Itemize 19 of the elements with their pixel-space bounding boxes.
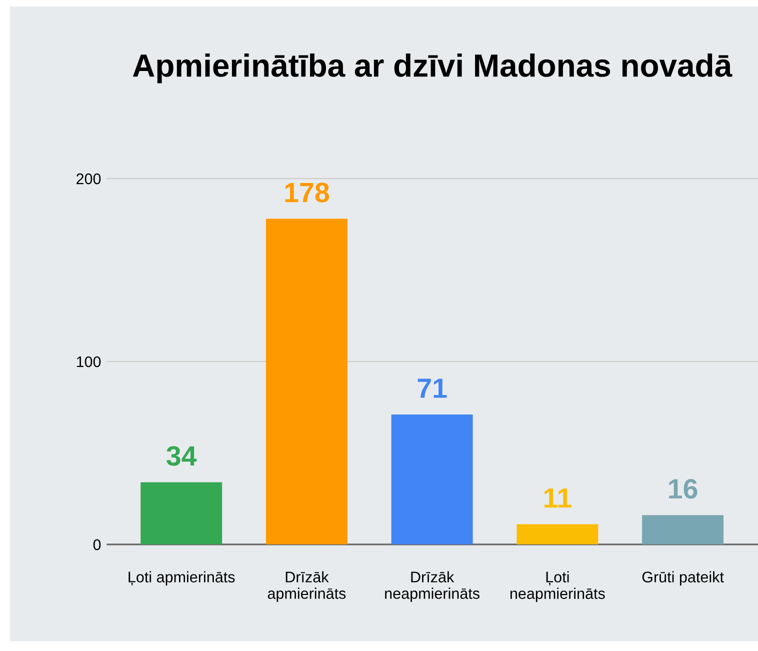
x-tick-label: Grūti pateikt [642, 571, 724, 586]
data-label: 71 [418, 378, 447, 398]
y-tick-label: 0 [93, 539, 101, 550]
chart-title: Apmierinātība ar dzīvi Madonas novadā [132, 53, 732, 84]
y-tick-label: 100 [76, 356, 101, 368]
data-label: 16 [669, 479, 698, 499]
data-label: 11 [544, 488, 572, 508]
data-label: 178 [285, 182, 330, 202]
bar [391, 414, 473, 544]
bar [266, 218, 348, 544]
x-tick-label: Drīzāk neapmierināts [385, 571, 480, 602]
x-tick-label: Drīzāk apmierināts [268, 571, 346, 602]
x-tick-label: Ļoti neapmierināts [510, 571, 605, 602]
bar [516, 524, 598, 544]
bar [140, 482, 222, 544]
x-tick-label: Ļoti apmierināts [128, 571, 235, 586]
data-label: 34 [166, 446, 197, 466]
bar [642, 515, 724, 544]
y-tick-label: 200 [76, 173, 101, 184]
